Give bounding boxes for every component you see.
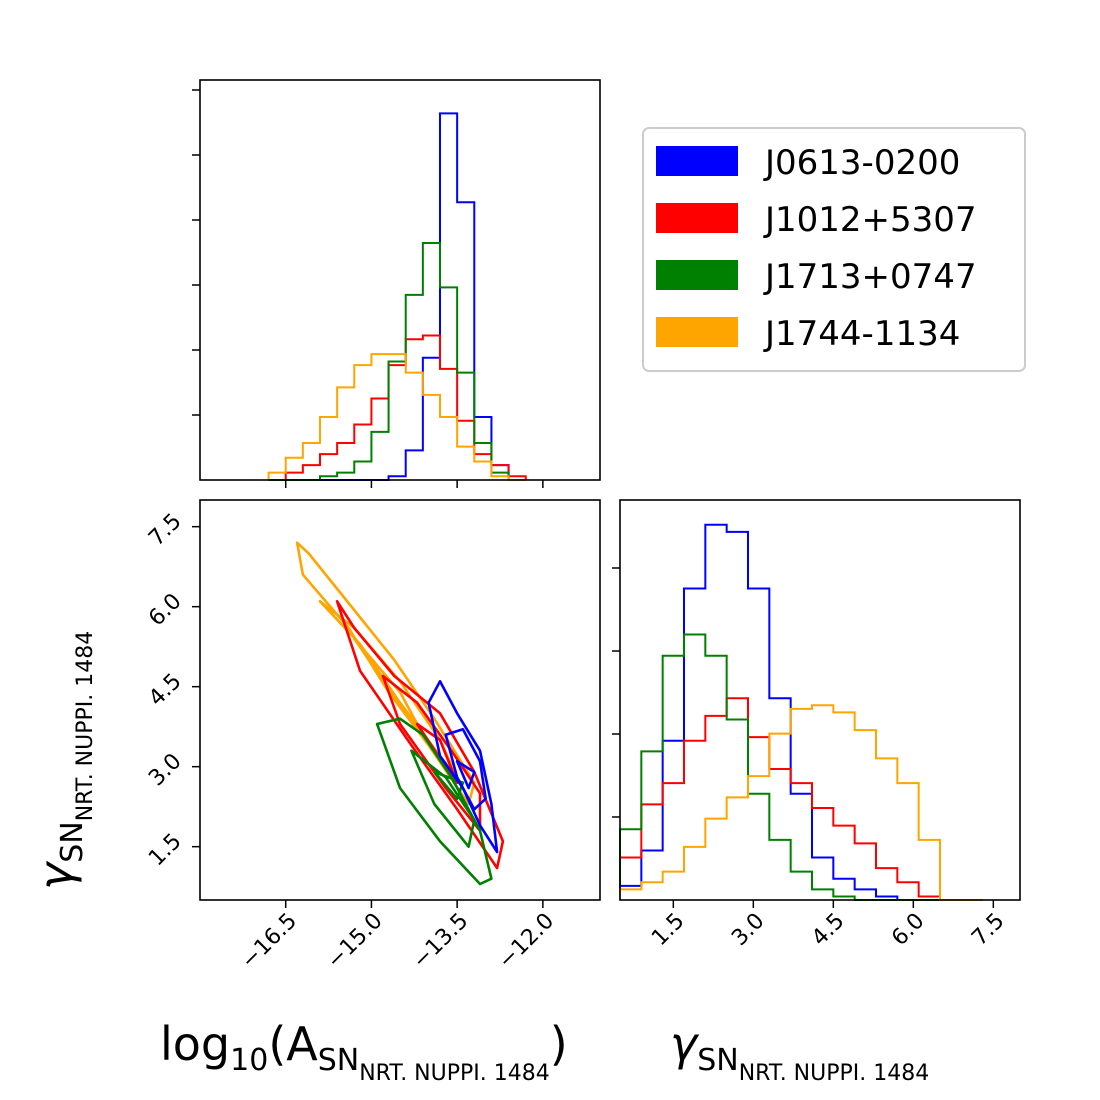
y-tick-label-gamma: 4.5 bbox=[144, 669, 186, 711]
y-tick-label-gamma: 7.5 bbox=[144, 509, 186, 551]
legend-swatch-j1713 bbox=[656, 260, 738, 290]
histogram-frame-gamma bbox=[619, 499, 1021, 901]
x-tick-label-gamma: 6.0 bbox=[887, 909, 929, 951]
hist-gamma-J1713+0747 bbox=[619, 633, 983, 901]
contour-J1713+0747-level-2 bbox=[432, 770, 465, 801]
x-tick-label-log-amplitude: −16.5 bbox=[237, 909, 302, 974]
y-tick-label-gamma: 6.0 bbox=[144, 589, 186, 631]
x-axis-label-gamma: γSNNRT. NUPPI. 1484 bbox=[670, 1017, 929, 1086]
x-tick-labels-log-amplitude: −16.5 −15.0 −13.5 −12.0 bbox=[237, 900, 559, 974]
histogram-panel-gamma bbox=[612, 499, 1021, 901]
legend-swatch-j0613 bbox=[656, 146, 738, 176]
x-axis-label-log-amplitude: log10(ASNNRT. NUPPI. 1484) bbox=[160, 1017, 568, 1086]
legend-frame bbox=[642, 127, 1026, 372]
contour-J0613-0200-level-2 bbox=[455, 759, 476, 790]
histogram-panel-log-amplitude bbox=[192, 79, 601, 488]
legend: J0613-0200 J1012+5307 J1713+0747 J1744-1… bbox=[642, 127, 1026, 372]
x-tick-labels-gamma: 1.5 3.0 4.5 6.0 7.5 bbox=[647, 900, 1010, 951]
x-tick-label-gamma: 3.0 bbox=[727, 909, 769, 951]
hist-gamma-J1012+5307 bbox=[619, 697, 983, 901]
contour-J1713+0747-level-0 bbox=[375, 717, 493, 886]
contour-J0613-0200-level-1 bbox=[444, 727, 488, 811]
y-axis-label-gamma: γSNNRT. NUPPI. 1484 bbox=[29, 631, 98, 890]
legend-swatch-j1744 bbox=[656, 317, 738, 347]
x-tick-label-log-amplitude: −12.0 bbox=[494, 909, 559, 974]
x-tick-label-log-amplitude: −13.5 bbox=[408, 909, 473, 974]
hist-logA-J1713+0747 bbox=[268, 241, 526, 481]
x-tick-label-gamma: 1.5 bbox=[647, 909, 689, 951]
hist-gamma-J1744-1134 bbox=[619, 704, 983, 901]
legend-label-j1713: J1713+0747 bbox=[763, 257, 977, 297]
joint-contour-panel bbox=[199, 499, 601, 901]
hist-logA-J0613-0200 bbox=[268, 112, 526, 481]
joint-panel-frame bbox=[199, 499, 601, 901]
legend-label-j0613: J0613-0200 bbox=[763, 143, 960, 183]
x-tick-label-gamma: 4.5 bbox=[807, 909, 849, 951]
legend-label-j1012: J1012+5307 bbox=[763, 200, 977, 240]
legend-label-j1744: J1744-1134 bbox=[763, 314, 960, 354]
contour-group bbox=[295, 541, 505, 886]
y-tick-labels-gamma: 1.5 3.0 4.5 6.0 7.5 bbox=[144, 509, 200, 871]
hist-logA-J1744-1134 bbox=[267, 353, 526, 481]
contour-J1012+5307-level-1 bbox=[381, 674, 482, 833]
hist-gamma-J0613-0200 bbox=[619, 523, 983, 901]
y-tick-label-gamma: 1.5 bbox=[144, 829, 186, 871]
hist-logA-J1012+5307 bbox=[268, 334, 527, 481]
histogram-frame-log-amplitude bbox=[199, 79, 601, 481]
legend-swatch-j1012 bbox=[656, 203, 738, 233]
x-tick-label-log-amplitude: −15.0 bbox=[322, 909, 387, 974]
y-tick-label-gamma: 3.0 bbox=[144, 749, 186, 791]
contour-J0613-0200-level-0 bbox=[427, 679, 499, 854]
x-tick-label-gamma: 7.5 bbox=[967, 909, 1009, 951]
